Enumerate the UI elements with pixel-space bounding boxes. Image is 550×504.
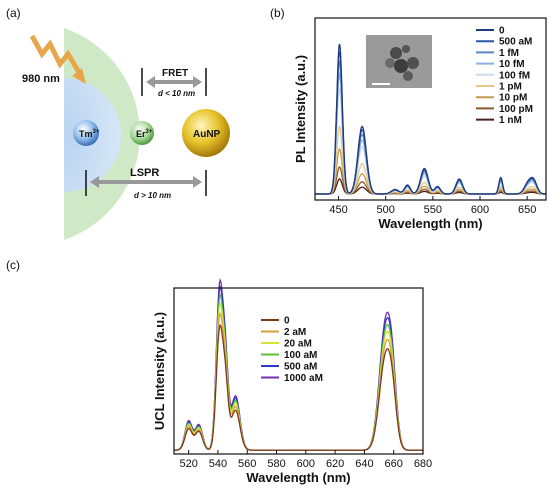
legend-label-5: 1000 aM [284,373,323,384]
legend-label-2: 1 fM [499,48,519,59]
x-tick-label-8: 680 [414,458,432,470]
legend-label-5: 1 pM [499,82,522,93]
panel-label-a: (a) [6,6,21,20]
legend-label-4: 500 aM [284,362,317,373]
x-axis-title: Wavelength (nm) [378,216,482,231]
x-tick-label-1: 500 [377,204,395,216]
legend-label-1: 500 aM [499,37,532,48]
legend-label-1: 2 aM [284,327,306,338]
fret-label: FRET [162,68,188,79]
aunp-label: AuNP [193,129,221,140]
fret-arrowhead-right [193,76,202,88]
legend-label-0: 0 [499,26,505,37]
fret-arrowhead-left [146,76,155,88]
er-ion-label: Er3+ [136,129,153,139]
panel-label-b: (b) [270,6,285,20]
x-tick-label-3: 580 [267,458,285,470]
y-axis-title: PL Intensity (a.u.) [293,55,308,163]
x-tick-label-1: 540 [209,458,227,470]
x-tick-label-4: 600 [297,458,315,470]
aunp-particle [182,109,230,157]
er-ion [130,121,154,145]
x-axis-title: Wavelength (nm) [246,470,350,485]
legend-label-3: 100 aM [284,350,317,361]
pl-spectra-chart: 450 500 550 600 650 Wavelength (nm) PL Intensi… [293,17,547,231]
laser-zigzag-icon [29,34,83,76]
x-tick-label-6: 640 [355,458,373,470]
x-tick-label-2: 560 [238,458,256,470]
diagram-a: 980 nm Tm3+ Er3+ AuNP FRET d < 10 nm LSP… [22,28,230,240]
panel-label-c: (c) [6,258,20,272]
lspr-distance-label: d > 10 nm [134,191,171,200]
x-tick-label-3: 600 [471,204,489,216]
series-line-0 [315,43,546,195]
x-tick-label-2: 550 [424,204,442,216]
legend-label-3: 10 fM [499,59,525,70]
legend-label-8: 1 nM [499,115,522,126]
plot-frame [314,17,547,201]
series-line-0 [174,323,423,451]
legend-label-4: 100 fM [499,70,530,81]
series-line-5 [315,125,546,195]
x-tick-label-7: 660 [385,458,403,470]
x-tick-label-4: 650 [518,204,536,216]
lspr-label: LSPR [130,167,159,179]
y-axis-title: UCL Intensity (a.u.) [152,312,167,430]
fret-distance-label: d < 10 nm [158,89,195,98]
plot-frame [173,287,424,455]
legend-label-2: 20 aM [284,339,312,350]
lspr-arrowhead-left [90,176,99,188]
legend-label-6: 10 pM [499,93,527,104]
tm-ion-label: Tm3+ [79,129,100,139]
legend-label-7: 100 pM [499,104,533,115]
x-tick-label-0: 450 [329,204,347,216]
ucl-spectra-chart: 520 540 560 580 600 620 640 660 680 Wavelength (n… [152,278,432,485]
x-tick-label-5: 620 [326,458,344,470]
lspr-arrowhead-right [193,176,202,188]
tem-inset-image [366,35,432,88]
laser-arrowhead-icon [72,68,86,84]
x-tick-label-0: 520 [179,458,197,470]
tm-ion [73,120,99,146]
legend-label-0: 0 [284,316,290,327]
laser-wavelength-label: 980 nm [22,73,60,85]
